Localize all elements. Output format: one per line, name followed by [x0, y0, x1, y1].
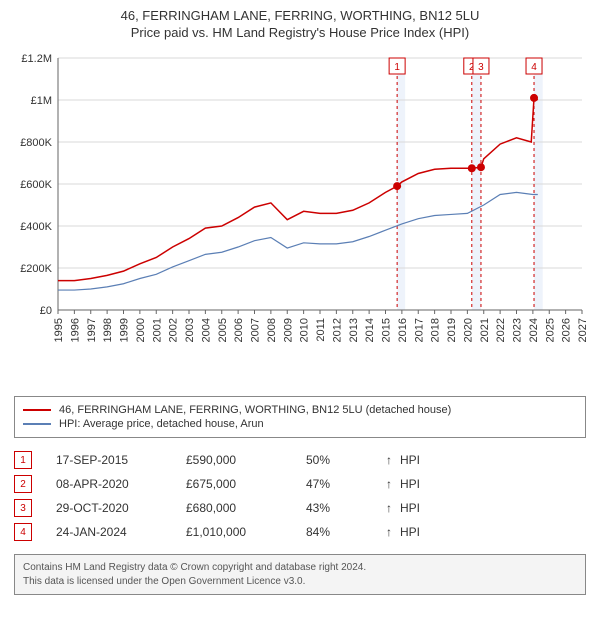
sale-date: 29-OCT-2020	[56, 501, 186, 515]
sale-pct: 43%	[306, 501, 386, 515]
sale-date: 17-SEP-2015	[56, 453, 186, 467]
x-tick-label: 2002	[168, 318, 180, 342]
x-tick-label: 2012	[331, 318, 343, 342]
sale-price: £590,000	[186, 453, 306, 467]
sale-row: 2 08-APR-2020£675,00047%↑HPI	[14, 472, 586, 496]
x-tick-label: 2008	[266, 318, 278, 342]
legend-label: 46, FERRINGHAM LANE, FERRING, WORTHING, …	[59, 404, 451, 416]
x-tick-label: 2009	[282, 318, 294, 342]
sale-number-box: 3	[14, 499, 32, 517]
price-chart: £0 £200K £400K £600K £800K £1M £1.2M 1995 1996 19…	[10, 48, 590, 388]
x-tick-label: 2021	[479, 318, 491, 342]
page: 46, FERRINGHAM LANE, FERRING, WORTHING, …	[0, 0, 600, 605]
footer-line: This data is licensed under the Open Gov…	[23, 575, 577, 589]
sale-number-box: 1	[14, 451, 32, 469]
sale-dot	[393, 182, 401, 190]
x-tick-label: 2027	[577, 318, 589, 342]
sale-pct: 50%	[306, 453, 386, 467]
x-tick-label: 2006	[233, 318, 245, 342]
x-tick-label: 2003	[184, 318, 196, 342]
sales-table: 117-SEP-2015£590,00050%↑HPI208-APR-2020£…	[14, 448, 586, 544]
sale-pct: 47%	[306, 477, 386, 491]
x-tick-label: 2019	[446, 318, 458, 342]
x-tick-label: 2007	[250, 318, 262, 342]
x-tick-label: 2013	[348, 318, 360, 342]
y-tick-label: £200K	[20, 263, 52, 275]
x-tick-label: 2016	[397, 318, 409, 342]
sale-number-box: 2	[14, 475, 32, 493]
x-tick-label: 1997	[86, 318, 98, 342]
x-tick-label: 2024	[528, 318, 540, 342]
x-tick-label: 2020	[462, 318, 474, 342]
up-arrow-icon: ↑	[386, 525, 400, 539]
x-tick-label: 1996	[69, 318, 81, 342]
x-tick-label: 2017	[413, 318, 425, 342]
sale-row: 4 24-JAN-2024£1,010,00084%↑HPI	[14, 520, 586, 544]
x-tick-label: 2015	[381, 318, 393, 342]
sale-marker-label: 4	[531, 62, 537, 73]
chart-title: 46, FERRINGHAM LANE, FERRING, WORTHING, …	[10, 8, 590, 23]
series-property	[58, 98, 538, 281]
sale-pct: 84%	[306, 525, 386, 539]
up-arrow-icon: ↑	[386, 501, 400, 515]
sale-marker-label: 1	[394, 62, 400, 73]
sale-date: 24-JAN-2024	[56, 525, 186, 539]
x-tick-label: 2000	[135, 318, 147, 342]
x-tick-label: 2018	[430, 318, 442, 342]
y-tick-label: £800K	[20, 137, 52, 149]
sale-marker-label: 3	[478, 62, 484, 73]
sale-hpi-label: HPI	[400, 501, 420, 515]
sale-dot	[477, 163, 485, 171]
x-tick-label: 2005	[217, 318, 229, 342]
y-tick-label: £600K	[20, 179, 52, 191]
sale-number-box: 4	[14, 523, 32, 541]
chart-subtitle: Price paid vs. HM Land Registry's House …	[10, 25, 590, 40]
sale-dot	[468, 164, 476, 172]
attribution-footer: Contains HM Land Registry data © Crown c…	[14, 554, 586, 595]
sale-price: £1,010,000	[186, 525, 306, 539]
x-tick-label: 2004	[200, 318, 212, 342]
series-hpi	[58, 192, 538, 290]
legend-item: 46, FERRINGHAM LANE, FERRING, WORTHING, …	[23, 403, 577, 417]
x-tick-label: 1995	[53, 318, 65, 342]
sale-dot	[530, 94, 538, 102]
legend-swatch	[23, 423, 51, 425]
up-arrow-icon: ↑	[386, 453, 400, 467]
x-tick-label: 2026	[561, 318, 573, 342]
legend: 46, FERRINGHAM LANE, FERRING, WORTHING, …	[14, 396, 586, 438]
sale-hpi-label: HPI	[400, 525, 420, 539]
y-tick-label: £0	[40, 305, 52, 317]
sale-price: £680,000	[186, 501, 306, 515]
sale-row: 1 17-SEP-2015£590,00050%↑HPI	[14, 448, 586, 472]
sale-hpi-label: HPI	[400, 477, 420, 491]
chart-area: £0 £200K £400K £600K £800K £1M £1.2M 1995 1996 19…	[10, 48, 590, 388]
legend-label: HPI: Average price, detached house, Arun	[59, 418, 264, 430]
x-tick-label: 2025	[544, 318, 556, 342]
x-tick-label: 2011	[315, 318, 327, 342]
sale-hpi-label: HPI	[400, 453, 420, 467]
legend-swatch	[23, 409, 51, 411]
x-tick-label: 2014	[364, 318, 376, 342]
sale-row: 3 29-OCT-2020£680,00043%↑HPI	[14, 496, 586, 520]
y-tick-label: £400K	[20, 221, 52, 233]
x-tick-label: 2001	[151, 318, 163, 342]
sale-date: 08-APR-2020	[56, 477, 186, 491]
sale-price: £675,000	[186, 477, 306, 491]
footer-line: Contains HM Land Registry data © Crown c…	[23, 561, 577, 575]
x-tick-label: 1999	[119, 318, 131, 342]
legend-item: HPI: Average price, detached house, Arun	[23, 417, 577, 431]
x-tick-label: 2010	[299, 318, 311, 342]
x-tick-label: 1998	[102, 318, 114, 342]
x-tick-label: 2023	[512, 318, 524, 342]
y-tick-label: £1M	[31, 95, 52, 107]
up-arrow-icon: ↑	[386, 477, 400, 491]
x-tick-label: 2022	[495, 318, 507, 342]
y-tick-label: £1.2M	[21, 53, 52, 65]
